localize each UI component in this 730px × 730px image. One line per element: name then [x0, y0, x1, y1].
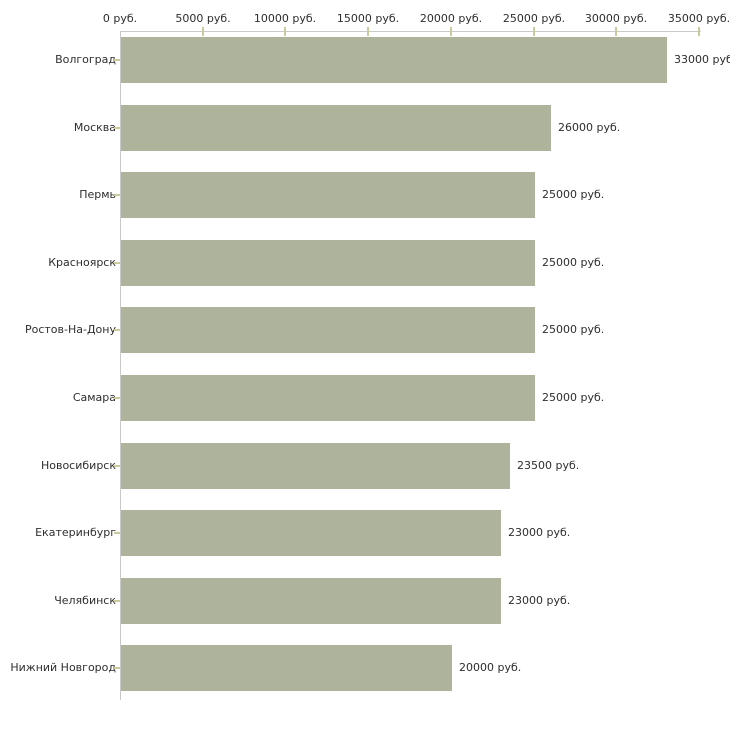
bar-value-label: 25000 руб. [542, 391, 605, 404]
bar [121, 645, 452, 691]
bar [121, 240, 535, 286]
bar-value-label: 23500 руб. [517, 459, 580, 472]
bar-value-label: 25000 руб. [542, 256, 605, 269]
x-axis-tick-label: 25000 руб. [502, 12, 566, 25]
bar [121, 37, 667, 83]
category-tick-mark [114, 532, 120, 534]
category-label: Екатеринбург [35, 526, 116, 539]
bar [121, 172, 535, 218]
category-label: Москва [73, 121, 116, 134]
x-axis-tick-mark [698, 27, 700, 36]
category-tick-mark [114, 465, 120, 467]
x-axis-tick-label: 15000 руб. [336, 12, 400, 25]
y-axis-line [120, 31, 121, 700]
bar [121, 443, 510, 489]
bar-value-label: 25000 руб. [542, 188, 605, 201]
category-tick-mark [114, 262, 120, 264]
category-label: Волгоград [55, 53, 116, 66]
bar [121, 578, 501, 624]
bar-value-label: 26000 руб. [558, 121, 621, 134]
x-axis-tick-label: 35000 руб. [667, 12, 730, 25]
category-label: Ростов-На-Дону [24, 323, 116, 336]
x-axis-tick-mark [367, 27, 369, 36]
bar-value-label: 20000 руб. [459, 661, 522, 674]
x-axis-tick-label: 5000 руб. [175, 12, 231, 25]
x-axis-tick-mark [533, 27, 535, 36]
x-axis-tick-label: 10000 руб. [253, 12, 317, 25]
category-label: Нижний Новгород [10, 661, 116, 674]
bar-value-label: 23000 руб. [508, 594, 571, 607]
bar-value-label: 25000 руб. [542, 323, 605, 336]
category-label: Пермь [79, 188, 116, 201]
bar-value-label: 33000 руб. [674, 53, 730, 66]
x-axis-tick-label: 30000 руб. [584, 12, 648, 25]
x-axis-tick-mark [202, 27, 204, 36]
category-tick-mark [114, 667, 120, 669]
category-tick-mark [114, 397, 120, 399]
x-axis-line [120, 31, 701, 32]
x-axis-tick-mark [284, 27, 286, 36]
bar [121, 105, 551, 151]
category-tick-mark [114, 127, 120, 129]
category-tick-mark [114, 59, 120, 61]
category-label: Челябинск [54, 594, 116, 607]
category-label: Новосибирск [40, 459, 116, 472]
category-tick-mark [114, 329, 120, 331]
category-tick-mark [114, 600, 120, 602]
category-tick-mark [114, 194, 120, 196]
bar [121, 375, 535, 421]
category-label: Самара [72, 391, 116, 404]
category-label: Красноярск [48, 256, 116, 269]
x-axis-tick-label: 0 руб. [102, 12, 138, 25]
bar [121, 307, 535, 353]
bar [121, 510, 501, 556]
x-axis-tick-label: 20000 руб. [419, 12, 483, 25]
x-axis-tick-mark [615, 27, 617, 36]
x-axis-tick-mark [450, 27, 452, 36]
bar-value-label: 23000 руб. [508, 526, 571, 539]
